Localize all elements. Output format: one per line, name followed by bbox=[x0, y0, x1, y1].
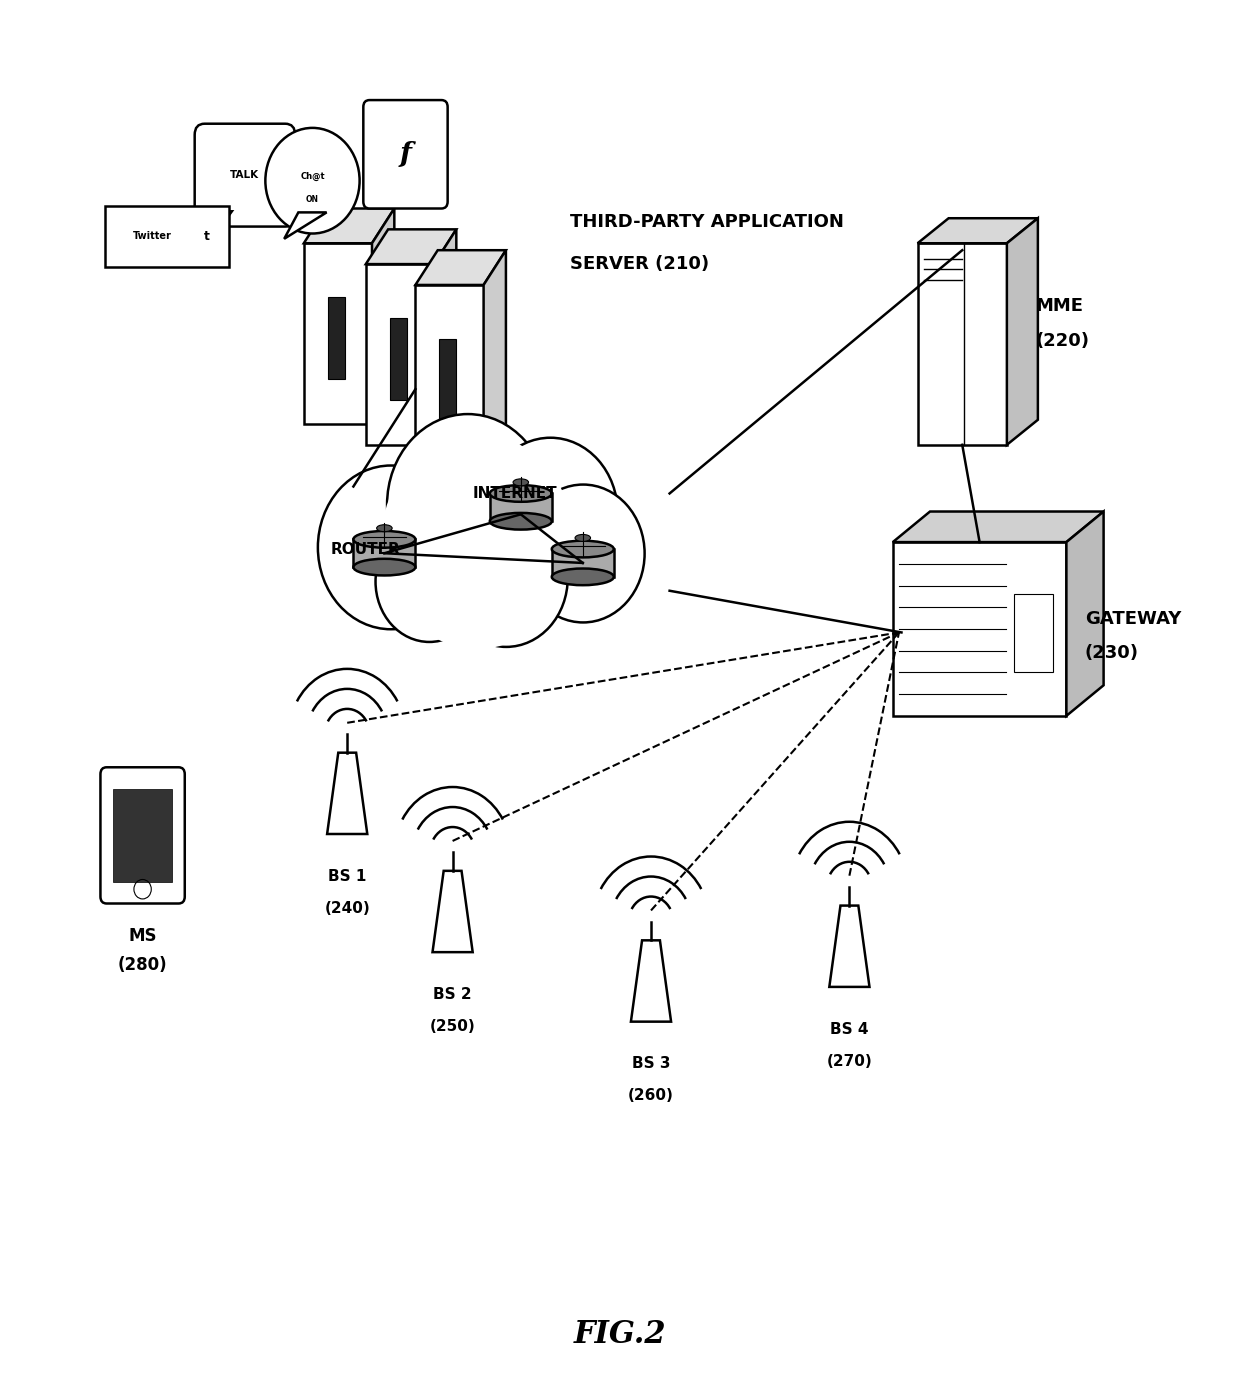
Polygon shape bbox=[415, 285, 484, 466]
Ellipse shape bbox=[490, 485, 552, 502]
Polygon shape bbox=[113, 790, 172, 881]
Text: (230): (230) bbox=[1085, 645, 1140, 662]
Text: TALK: TALK bbox=[231, 170, 259, 181]
Polygon shape bbox=[327, 297, 345, 379]
Ellipse shape bbox=[552, 569, 614, 585]
Polygon shape bbox=[439, 339, 456, 421]
Text: THIRD-PARTY APPLICATION: THIRD-PARTY APPLICATION bbox=[570, 214, 844, 231]
Circle shape bbox=[484, 438, 618, 588]
Ellipse shape bbox=[513, 478, 528, 486]
FancyBboxPatch shape bbox=[363, 100, 448, 208]
Polygon shape bbox=[552, 549, 614, 577]
Text: BS 2: BS 2 bbox=[433, 987, 472, 1002]
Text: MME: MME bbox=[1035, 297, 1084, 314]
Polygon shape bbox=[484, 250, 506, 466]
Polygon shape bbox=[304, 243, 372, 424]
Polygon shape bbox=[211, 211, 232, 240]
Ellipse shape bbox=[353, 559, 415, 575]
Text: (270): (270) bbox=[827, 1054, 872, 1069]
Text: SERVER (210): SERVER (210) bbox=[570, 256, 709, 272]
Polygon shape bbox=[284, 213, 326, 239]
Ellipse shape bbox=[575, 535, 590, 542]
Text: (250): (250) bbox=[430, 1019, 475, 1034]
Polygon shape bbox=[366, 229, 456, 264]
Polygon shape bbox=[327, 753, 367, 834]
Polygon shape bbox=[366, 264, 434, 445]
Ellipse shape bbox=[490, 513, 552, 530]
Polygon shape bbox=[304, 208, 394, 243]
Polygon shape bbox=[1007, 218, 1038, 445]
Text: BS 4: BS 4 bbox=[830, 1022, 869, 1037]
Ellipse shape bbox=[353, 531, 415, 548]
Polygon shape bbox=[433, 870, 472, 952]
Text: (220): (220) bbox=[1035, 332, 1090, 349]
Polygon shape bbox=[830, 906, 869, 987]
FancyBboxPatch shape bbox=[100, 767, 185, 904]
Text: FIG.2: FIG.2 bbox=[574, 1319, 666, 1350]
Text: Twitter: Twitter bbox=[133, 231, 172, 242]
Text: (260): (260) bbox=[629, 1088, 673, 1104]
Circle shape bbox=[522, 485, 645, 623]
Polygon shape bbox=[490, 493, 552, 521]
Text: INTERNET: INTERNET bbox=[472, 486, 557, 500]
Polygon shape bbox=[389, 318, 407, 400]
Polygon shape bbox=[372, 208, 394, 424]
Polygon shape bbox=[1014, 595, 1053, 673]
Ellipse shape bbox=[377, 525, 392, 532]
Polygon shape bbox=[105, 206, 229, 267]
Polygon shape bbox=[415, 250, 506, 285]
Polygon shape bbox=[893, 542, 1066, 716]
Circle shape bbox=[265, 128, 360, 234]
FancyBboxPatch shape bbox=[195, 124, 295, 227]
Polygon shape bbox=[918, 243, 1007, 445]
Polygon shape bbox=[353, 539, 415, 567]
Circle shape bbox=[445, 509, 568, 646]
Text: BS 3: BS 3 bbox=[631, 1056, 671, 1072]
Circle shape bbox=[387, 414, 548, 595]
Polygon shape bbox=[893, 512, 1104, 542]
Polygon shape bbox=[434, 229, 456, 445]
Text: ROUTER: ROUTER bbox=[331, 542, 401, 556]
Text: f: f bbox=[399, 140, 412, 168]
Circle shape bbox=[376, 521, 484, 642]
Polygon shape bbox=[631, 941, 671, 1022]
Circle shape bbox=[382, 434, 573, 649]
Text: t: t bbox=[205, 229, 210, 243]
Text: BS 1: BS 1 bbox=[329, 869, 366, 884]
Text: MS: MS bbox=[129, 927, 156, 945]
Circle shape bbox=[317, 466, 464, 630]
Ellipse shape bbox=[552, 541, 614, 557]
Text: (240): (240) bbox=[325, 901, 370, 916]
Text: ON: ON bbox=[306, 195, 319, 204]
Text: (280): (280) bbox=[118, 956, 167, 974]
Polygon shape bbox=[918, 218, 1038, 243]
Text: Ch@t: Ch@t bbox=[300, 172, 325, 181]
Text: GATEWAY: GATEWAY bbox=[1085, 610, 1182, 627]
Polygon shape bbox=[1066, 512, 1104, 716]
